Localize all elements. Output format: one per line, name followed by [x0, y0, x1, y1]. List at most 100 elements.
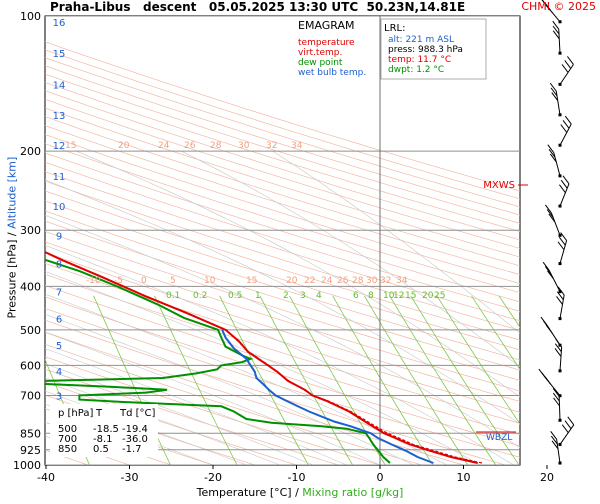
adiabat-label-lower: 34: [396, 276, 408, 286]
wind-barb-flag: [545, 377, 551, 385]
pressure-tick-label: 500: [20, 324, 41, 337]
wind-barb-base: [559, 144, 562, 147]
mixing-ratio-label: 3: [300, 291, 306, 301]
adiabat-label-lower: 20: [286, 276, 298, 286]
wind-barb-flag: [553, 31, 559, 39]
lrl-heading: LRL:: [384, 23, 405, 34]
pressure-tick-label: 925: [20, 444, 41, 457]
wind-barb-base: [559, 369, 562, 372]
axis-separator: /: [292, 486, 303, 499]
adiabat-label-upper: 30: [238, 141, 250, 151]
adiabat-label-upper: 24: [158, 141, 170, 151]
altitude-tick-label: 6: [56, 315, 62, 326]
pressure-tick-label: 200: [20, 145, 41, 158]
wind-barb-flag: [562, 64, 568, 72]
adiabat-label-lower: 22: [304, 276, 315, 286]
altitude-tick-label: 13: [53, 111, 66, 122]
wind-barb: [551, 431, 562, 464]
wind-barb-flag: [551, 431, 557, 439]
wind-barb-base: [559, 262, 562, 265]
lrl-line: dwpt: 1.2 °C: [388, 65, 444, 75]
wind-barb: [559, 176, 569, 208]
adiabat-label-lower: 5: [170, 276, 176, 286]
table-header-cell: Td [°C]: [119, 408, 156, 419]
altitude-tick-label: 7: [56, 288, 62, 299]
adiabat-label-lower: -5: [114, 276, 123, 286]
table-header-cell: T: [95, 408, 103, 419]
lrl-line: alt: 221 m ASL: [388, 35, 454, 45]
wind-barb: [558, 233, 567, 266]
wind-barb-flag: [543, 262, 549, 270]
temperature-tick-label: 10: [457, 471, 471, 484]
mxws-label: MXWS: [483, 180, 515, 191]
wind-barb-flag: [563, 120, 569, 128]
mixing-ratio-label: 8: [368, 291, 374, 301]
temperature-tick-label: -40: [37, 471, 55, 484]
mixing-ratio-label: 0.2: [193, 291, 207, 301]
wind-barb-shaft: [559, 29, 560, 53]
altitude-tick-label: 4: [56, 367, 62, 378]
wind-barb-flag: [553, 388, 559, 396]
mixing-ratio-label: 12: [393, 291, 404, 301]
wind-barb-flag: [545, 267, 551, 275]
legend-heading: EMAGRAM: [298, 19, 355, 32]
altitude-tick-label: 10: [53, 202, 66, 213]
wind-barb-flag: [568, 417, 574, 425]
wind-barb-flag: [559, 185, 565, 193]
wind-barb-flag: [553, 398, 559, 406]
adiabat-label-upper: 20: [118, 141, 130, 151]
wind-barb-base: [559, 317, 562, 320]
mixing-ratio-axis-label: Mixing ratio [g/kg]: [302, 486, 403, 499]
altitude-tick-label: 12: [53, 141, 66, 152]
altitude-tick-label: 5: [56, 341, 62, 352]
wind-barb-shaft: [560, 64, 573, 84]
x-axis-label: Temperature [°C] / Mixing ratio [g/kg]: [160, 486, 440, 499]
adiabat-label-upper: 28: [210, 141, 222, 151]
altitude-tick-label: 15: [53, 49, 66, 60]
mixing-ratio-label: 4: [316, 291, 322, 301]
table-cell: -1.7: [122, 444, 142, 455]
temperature-tick-label: 20: [540, 471, 554, 484]
wind-barb-base: [559, 419, 562, 422]
pressure-tick-label: 100: [20, 10, 41, 23]
adiabat-label-lower: 30: [366, 276, 378, 286]
wind-barb-base: [559, 113, 562, 116]
wind-barb: [539, 369, 562, 397]
adiabat-label-lower: 15: [246, 276, 257, 286]
wind-barb-base: [559, 205, 562, 208]
legend-item-label: virt.temp.: [298, 48, 342, 58]
wind-barb-flag: [563, 176, 569, 184]
legend-item-label: dew point: [298, 58, 343, 68]
wind-barb-shaft: [556, 91, 560, 115]
wind-barb-flag: [561, 180, 567, 188]
wind-barb-flag: [562, 425, 568, 433]
temperature-tick-label: 0: [377, 471, 384, 484]
altitude-tick-label: 11: [53, 172, 66, 183]
mixing-ratio-label: 0.5: [228, 291, 242, 301]
pressure-tick-label: 600: [20, 359, 41, 372]
adiabat-label-upper: 34: [291, 141, 303, 151]
temperature-axis-label: Temperature [°C]: [197, 486, 292, 499]
axis-separator: /: [6, 229, 19, 240]
wind-barb: [553, 21, 562, 54]
mixing-ratio-label: 6: [353, 291, 359, 301]
wind-barb-base: [559, 174, 562, 177]
wind-barb: [545, 205, 561, 237]
legend-item-label: temperature: [298, 38, 355, 48]
wind-barb-flag: [567, 56, 573, 64]
y-axis-label: Pressure [hPa] / Altitude [km]: [6, 179, 19, 319]
dry-adiabat-line: [0, 16, 4, 465]
pressure-tick-label: 850: [20, 427, 41, 440]
adiabat-label-upper: 26: [184, 141, 196, 151]
wind-barb-shaft: [560, 425, 574, 445]
wind-barb-flag: [565, 116, 571, 124]
altitude-tick-label: 9: [56, 231, 62, 242]
adiabat-label-lower: 0: [141, 276, 147, 286]
altitude-tick-label: 3: [56, 392, 62, 403]
wind-barb-base: [559, 83, 562, 86]
wind-barb-shaft: [559, 396, 560, 420]
wind-barb-shaft: [560, 124, 571, 145]
altitude-tick-label: 8: [56, 260, 62, 271]
adiabat-label-lower: 24: [321, 276, 333, 286]
